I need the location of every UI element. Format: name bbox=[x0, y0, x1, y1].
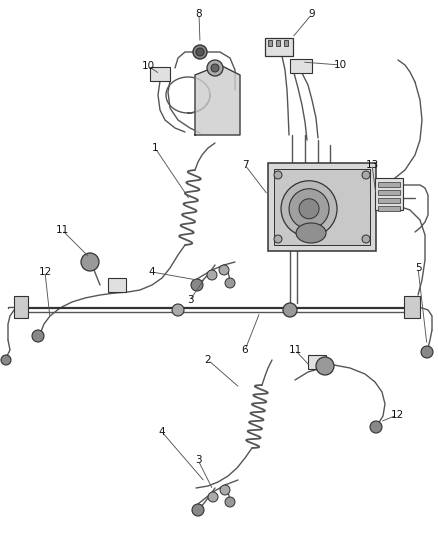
Text: 5: 5 bbox=[415, 263, 421, 273]
Circle shape bbox=[172, 304, 184, 316]
Circle shape bbox=[193, 45, 207, 59]
Circle shape bbox=[211, 64, 219, 72]
Circle shape bbox=[283, 303, 297, 317]
Circle shape bbox=[208, 492, 218, 502]
Bar bbox=[404, 296, 420, 318]
Circle shape bbox=[316, 357, 334, 375]
Bar bbox=[378, 198, 400, 203]
Circle shape bbox=[281, 181, 337, 237]
Text: 11: 11 bbox=[288, 345, 302, 355]
Bar bbox=[378, 206, 400, 211]
Circle shape bbox=[299, 199, 319, 219]
Ellipse shape bbox=[296, 223, 326, 243]
Bar bbox=[378, 190, 400, 195]
Bar bbox=[290, 59, 312, 73]
Circle shape bbox=[192, 504, 204, 516]
Circle shape bbox=[274, 235, 282, 243]
Circle shape bbox=[196, 48, 204, 56]
Bar bbox=[378, 182, 400, 187]
Bar bbox=[108, 278, 126, 292]
Bar bbox=[284, 40, 288, 46]
Text: 13: 13 bbox=[365, 160, 378, 170]
Text: 9: 9 bbox=[309, 9, 315, 19]
Text: 1: 1 bbox=[152, 143, 158, 153]
Text: 3: 3 bbox=[194, 455, 201, 465]
Circle shape bbox=[207, 60, 223, 76]
Bar bbox=[150, 67, 170, 81]
Text: 7: 7 bbox=[242, 160, 248, 170]
Text: 12: 12 bbox=[390, 410, 404, 420]
Circle shape bbox=[191, 279, 203, 291]
Bar bbox=[14, 296, 28, 318]
Circle shape bbox=[225, 497, 235, 507]
Bar bbox=[276, 40, 280, 46]
Circle shape bbox=[32, 330, 44, 342]
Text: 4: 4 bbox=[159, 427, 165, 437]
Circle shape bbox=[274, 171, 282, 179]
Text: 10: 10 bbox=[141, 61, 155, 71]
Circle shape bbox=[219, 265, 229, 275]
Bar bbox=[265, 38, 293, 56]
Text: 2: 2 bbox=[205, 355, 211, 365]
Text: 3: 3 bbox=[187, 295, 193, 305]
Circle shape bbox=[207, 270, 217, 280]
Circle shape bbox=[289, 189, 329, 229]
Text: 6: 6 bbox=[242, 345, 248, 355]
Bar bbox=[375, 178, 403, 210]
Circle shape bbox=[225, 278, 235, 288]
Text: 10: 10 bbox=[333, 60, 346, 70]
Circle shape bbox=[220, 485, 230, 495]
Circle shape bbox=[421, 346, 433, 358]
Text: 12: 12 bbox=[39, 267, 52, 277]
Circle shape bbox=[81, 253, 99, 271]
Circle shape bbox=[362, 171, 370, 179]
Polygon shape bbox=[195, 65, 240, 135]
Bar bbox=[268, 163, 376, 251]
Circle shape bbox=[370, 421, 382, 433]
Text: 4: 4 bbox=[148, 267, 155, 277]
Circle shape bbox=[1, 355, 11, 365]
Circle shape bbox=[362, 235, 370, 243]
Text: 8: 8 bbox=[196, 9, 202, 19]
Bar bbox=[274, 169, 370, 245]
Bar bbox=[308, 355, 326, 369]
Bar bbox=[268, 40, 272, 46]
Text: 11: 11 bbox=[55, 225, 69, 235]
